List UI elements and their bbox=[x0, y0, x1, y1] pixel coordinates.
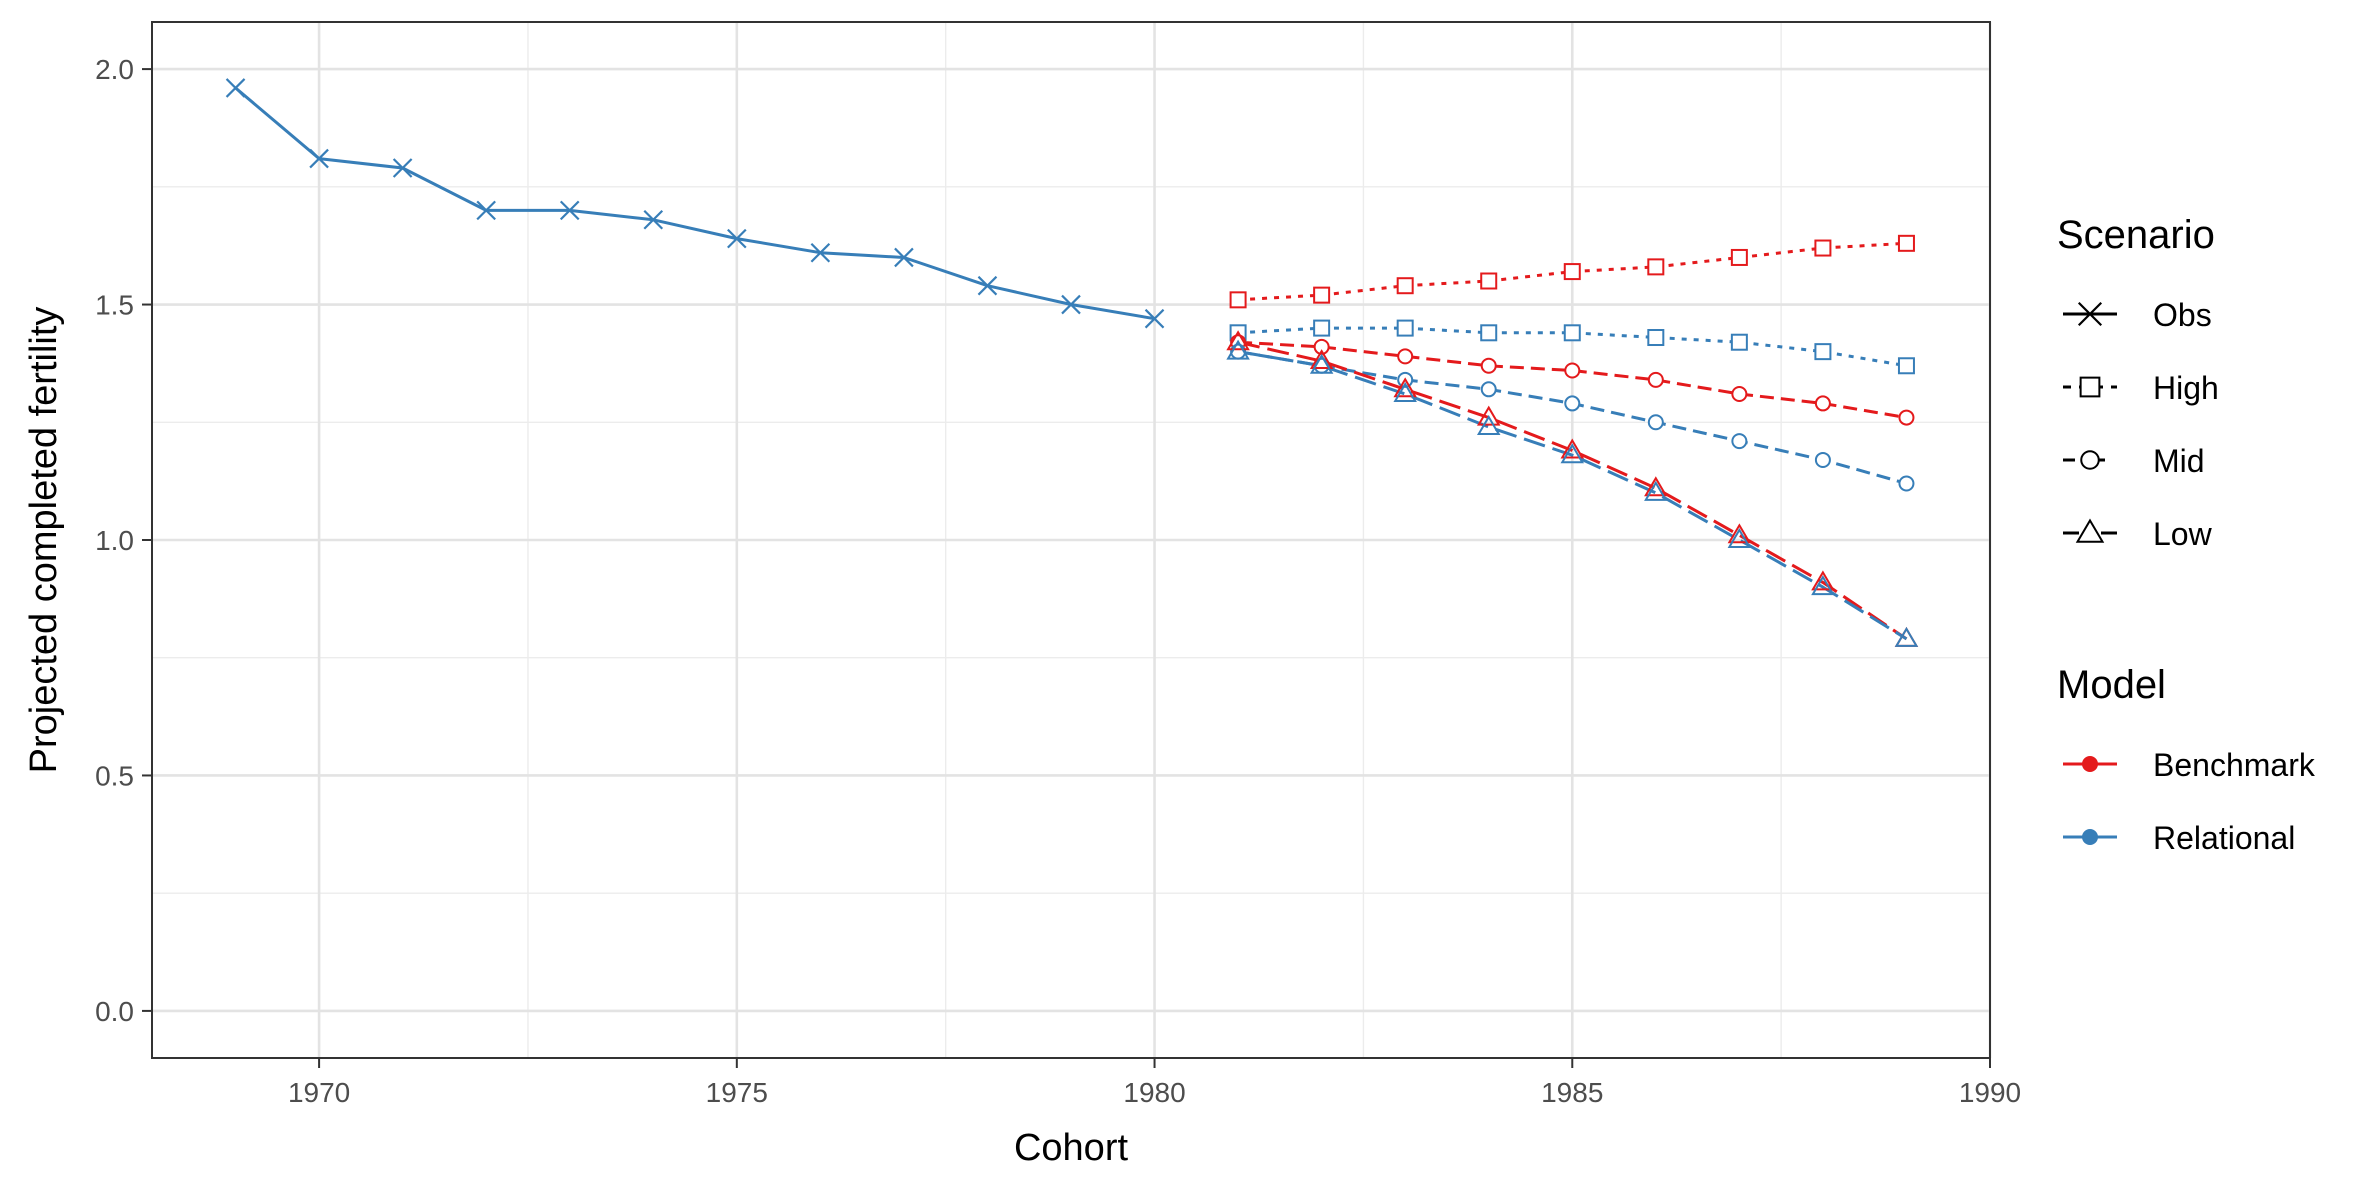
data-point-low-benchmark bbox=[1644, 476, 1668, 497]
data-point-high-relational bbox=[1563, 324, 1581, 342]
data-point-obs-relational bbox=[643, 210, 664, 230]
series-line-obs-relational bbox=[234, 86, 1155, 321]
axes: 1970 1975 1980 1985 1990 0.0 0.5 1.0 1.5 2.0 bbox=[95, 54, 2021, 1108]
data-point-low-benchmark bbox=[1393, 377, 1417, 398]
data-point-low-relational bbox=[1393, 382, 1417, 403]
data-point-low-benchmark bbox=[1476, 405, 1501, 426]
data-point-high-relational bbox=[1396, 319, 1414, 337]
series-line-high-relational bbox=[1238, 326, 1907, 368]
data-point-obs-relational bbox=[559, 200, 580, 221]
y-tick-label: 0.0 bbox=[95, 996, 134, 1027]
y-tick-label: 2.0 bbox=[95, 54, 134, 85]
series-points bbox=[225, 78, 1919, 647]
data-point-mid-benchmark bbox=[1647, 371, 1664, 388]
data-point-mid-benchmark bbox=[1814, 395, 1831, 412]
data-point-low-benchmark bbox=[1811, 570, 1835, 591]
series-line-high-benchmark bbox=[1238, 241, 1907, 302]
data-point-obs-relational bbox=[1061, 294, 1081, 315]
legend-label-low: Low bbox=[2153, 516, 2213, 552]
x-tick-label: 1980 bbox=[1123, 1077, 1185, 1108]
x-tick-label: 1990 bbox=[1959, 1077, 2021, 1108]
data-point-high-relational bbox=[1897, 357, 1915, 375]
legend-key-marker-high bbox=[2079, 376, 2101, 398]
data-point-low-benchmark bbox=[1727, 523, 1752, 544]
data-point-high-benchmark bbox=[1229, 291, 1247, 309]
data-point-high-benchmark bbox=[1563, 263, 1581, 281]
data-point-low-benchmark bbox=[1560, 438, 1585, 459]
legend-label-high: High bbox=[2153, 370, 2219, 406]
data-point-obs-relational bbox=[727, 228, 747, 249]
x-tick-label: 1985 bbox=[1541, 1077, 1603, 1108]
data-point-obs-relational bbox=[1144, 308, 1165, 329]
data-point-high-benchmark bbox=[1897, 234, 1915, 252]
legend-scenario-title: Scenario bbox=[2057, 213, 2215, 257]
data-point-low-relational bbox=[1894, 626, 1919, 647]
data-point-high-relational bbox=[1480, 324, 1498, 342]
data-point-low-relational bbox=[1811, 575, 1835, 596]
x-tick-label: 1975 bbox=[706, 1077, 768, 1108]
data-point-mid-relational bbox=[1731, 433, 1748, 450]
legend-key-marker-mid bbox=[2080, 450, 2100, 470]
series-line-low-benchmark bbox=[1237, 340, 1908, 641]
y-tick-label: 0.5 bbox=[95, 760, 134, 791]
data-point-high-benchmark bbox=[1814, 239, 1832, 257]
y-axis-title: Projected completed fertility bbox=[23, 307, 65, 774]
data-point-obs-relational bbox=[977, 275, 998, 296]
data-point-high-relational bbox=[1730, 333, 1748, 351]
data-point-low-relational bbox=[1226, 339, 1250, 360]
legend-scenario: Scenario Obs High Mid Low bbox=[2057, 213, 2219, 552]
data-point-high-benchmark bbox=[1730, 248, 1748, 266]
data-point-obs-relational bbox=[476, 200, 496, 221]
legend-label-mid: Mid bbox=[2153, 443, 2205, 479]
data-point-high-relational bbox=[1313, 319, 1331, 337]
data-point-mid-relational bbox=[1814, 451, 1831, 468]
data-point-obs-relational bbox=[392, 158, 413, 178]
data-point-high-benchmark bbox=[1313, 286, 1331, 304]
legend-key-marker-obs bbox=[2077, 301, 2103, 327]
data-point-obs-relational bbox=[225, 78, 246, 98]
legend-label-benchmark: Benchmark bbox=[2153, 747, 2316, 783]
legend-key-marker-low bbox=[2075, 518, 2105, 543]
data-point-obs-relational bbox=[309, 148, 329, 169]
data-point-high-benchmark bbox=[1647, 258, 1665, 276]
legend-key-dot-relational bbox=[2082, 829, 2098, 845]
series-line-low-relational bbox=[1237, 350, 1908, 641]
y-tick-label: 1.0 bbox=[95, 525, 134, 556]
data-point-low-relational bbox=[1476, 415, 1501, 435]
legend-key-dot-benchmark bbox=[2082, 756, 2098, 772]
legend-model: Model Benchmark Relational bbox=[2057, 663, 2316, 856]
data-point-high-benchmark bbox=[1396, 277, 1414, 295]
data-point-obs-relational bbox=[810, 242, 831, 263]
x-axis-title: Cohort bbox=[1014, 1127, 1128, 1169]
data-point-low-relational bbox=[1644, 480, 1668, 501]
data-point-low-relational bbox=[1560, 443, 1585, 464]
y-tick-label: 1.5 bbox=[95, 290, 134, 321]
data-point-mid-benchmark bbox=[1397, 348, 1414, 365]
data-point-high-benchmark bbox=[1480, 272, 1498, 290]
data-point-high-relational bbox=[1647, 329, 1665, 347]
data-point-mid-relational bbox=[1647, 414, 1664, 431]
legend-model-title: Model bbox=[2057, 663, 2166, 707]
data-point-mid-relational bbox=[1898, 475, 1915, 492]
legend-label-obs: Obs bbox=[2153, 297, 2212, 333]
x-tick-label: 1970 bbox=[288, 1077, 350, 1108]
data-point-mid-benchmark bbox=[1731, 386, 1748, 403]
data-point-low-relational bbox=[1309, 353, 1334, 374]
data-point-mid-benchmark bbox=[1898, 409, 1915, 426]
data-point-mid-relational bbox=[1480, 381, 1497, 398]
data-point-high-relational bbox=[1814, 343, 1832, 361]
data-point-obs-relational bbox=[894, 247, 914, 268]
series-line-mid-benchmark bbox=[1238, 340, 1907, 420]
data-point-mid-benchmark bbox=[1564, 362, 1581, 379]
data-point-low-benchmark bbox=[1226, 330, 1250, 351]
data-point-mid-relational bbox=[1564, 395, 1581, 412]
data-point-low-benchmark bbox=[1309, 349, 1334, 370]
data-point-low-relational bbox=[1727, 528, 1752, 548]
legend-label-relational: Relational bbox=[2153, 820, 2295, 856]
data-point-mid-benchmark bbox=[1480, 357, 1497, 374]
